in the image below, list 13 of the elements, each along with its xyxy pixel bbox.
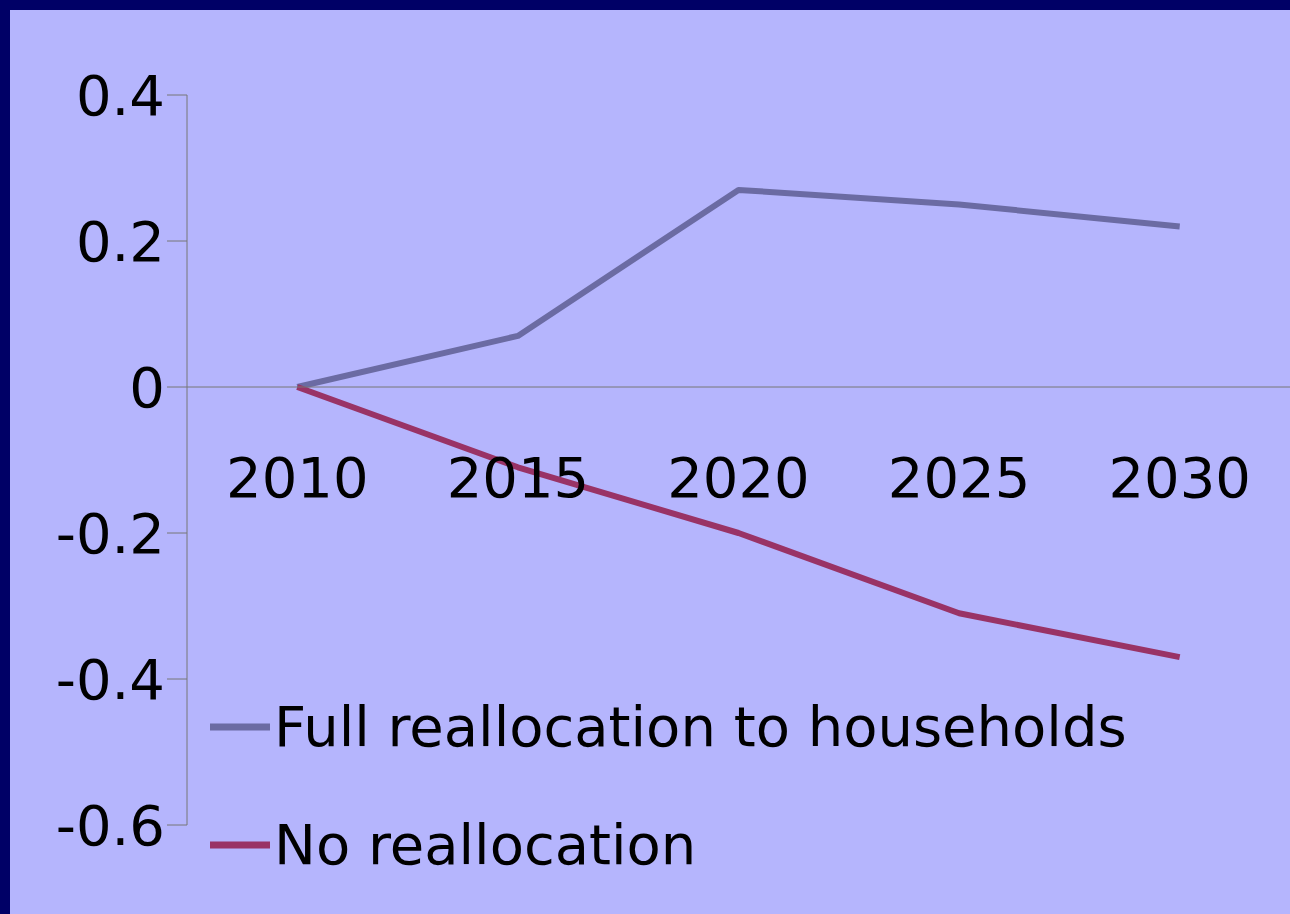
y-tick-label: -0.6: [55, 792, 165, 858]
x-tick-label: 2020: [667, 445, 810, 510]
y-tick-label: 0.4: [75, 62, 165, 128]
x-tick-label: 2030: [1108, 445, 1251, 510]
y-tick-label: 0: [129, 354, 165, 420]
x-tick-label: 2010: [226, 445, 369, 510]
legend-label: No reallocation: [274, 811, 697, 879]
y-tick-label: -0.4: [55, 646, 165, 712]
y-tick-label: -0.2: [55, 500, 165, 566]
x-tick-label: 2015: [446, 445, 590, 510]
x-tick-label: 2025: [887, 445, 1031, 510]
legend-label: Full reallocation to households: [274, 693, 1127, 761]
y-tick-label: 0.2: [75, 208, 165, 274]
